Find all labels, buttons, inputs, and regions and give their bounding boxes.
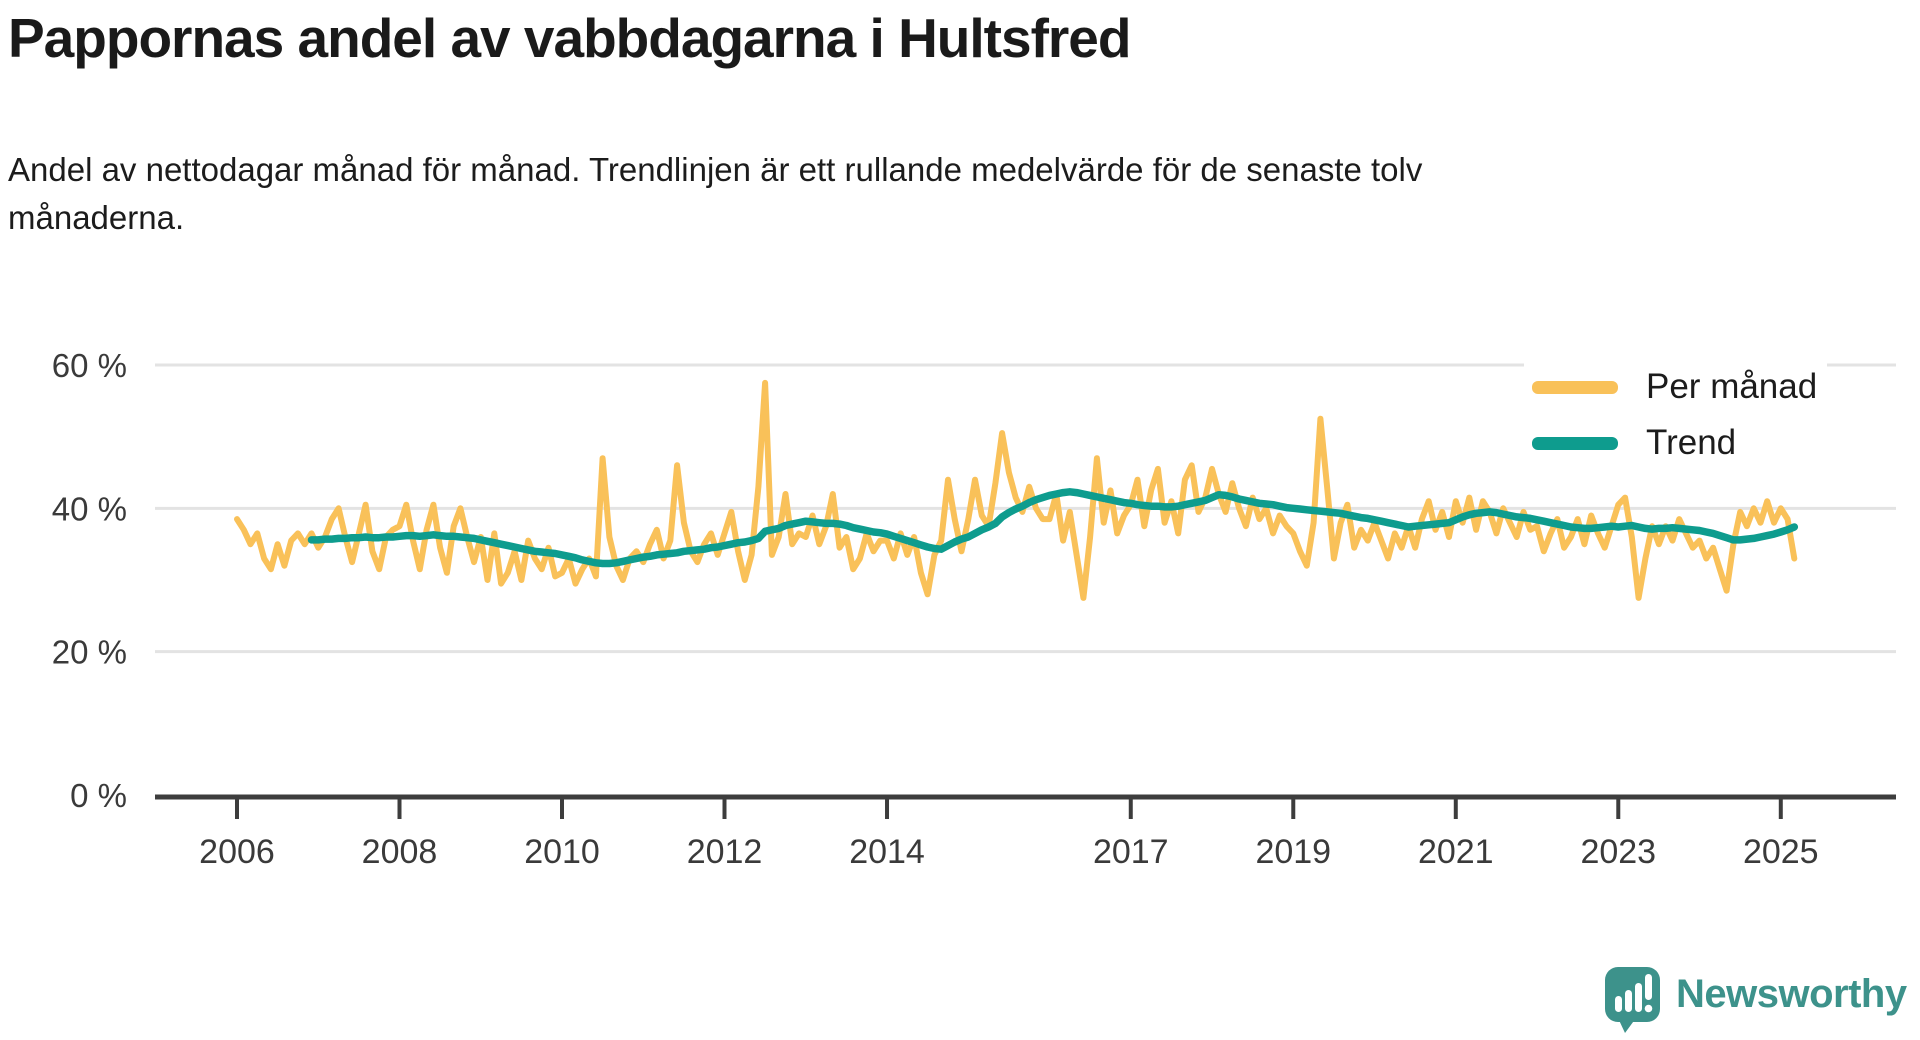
chart-subtitle: Andel av nettodagar månad för månad. Tre… <box>8 151 1423 236</box>
x-tick-label: 2019 <box>1255 833 1331 871</box>
trend-line-swatch <box>1532 436 1618 450</box>
per-month-line-swatch <box>1532 380 1618 394</box>
per-month-line <box>234 379 1798 601</box>
y-tick-label: 40 % <box>52 490 127 527</box>
x-tick-label: 2012 <box>687 833 763 871</box>
legend-label-trend: Trend <box>1646 423 1737 462</box>
chart-legend: Per månad Trend <box>1524 358 1828 472</box>
x-tick-label: 2010 <box>524 833 600 871</box>
y-tick-label: 60 % <box>52 347 127 384</box>
x-tick-label: 2014 <box>849 833 925 871</box>
legend-item-per-manad: Per månad <box>1532 362 1817 412</box>
x-tick-label: 2006 <box>199 833 275 871</box>
newsworthy-logo: Newsworthy <box>1604 966 1907 1034</box>
legend-item-trend: Trend <box>1532 418 1817 468</box>
x-tick-label: 2008 <box>362 833 438 871</box>
x-tick-label: 2023 <box>1580 833 1656 871</box>
y-tick-label: 20 % <box>52 634 127 671</box>
trend-line <box>307 488 1799 568</box>
x-tick-label: 2025 <box>1743 833 1819 871</box>
x-tick-label: 2021 <box>1418 833 1494 871</box>
page-title: Pappornas andel av vabbdagarna i Hultsfr… <box>8 7 1131 69</box>
legend-label-per-manad: Per månad <box>1646 367 1818 406</box>
newsworthy-brand-text: Newsworthy <box>1676 971 1907 1016</box>
newsworthy-logo-icon <box>1605 967 1660 1033</box>
x-tick-label: 2017 <box>1093 833 1169 871</box>
y-tick-label: 0 % <box>70 777 127 814</box>
